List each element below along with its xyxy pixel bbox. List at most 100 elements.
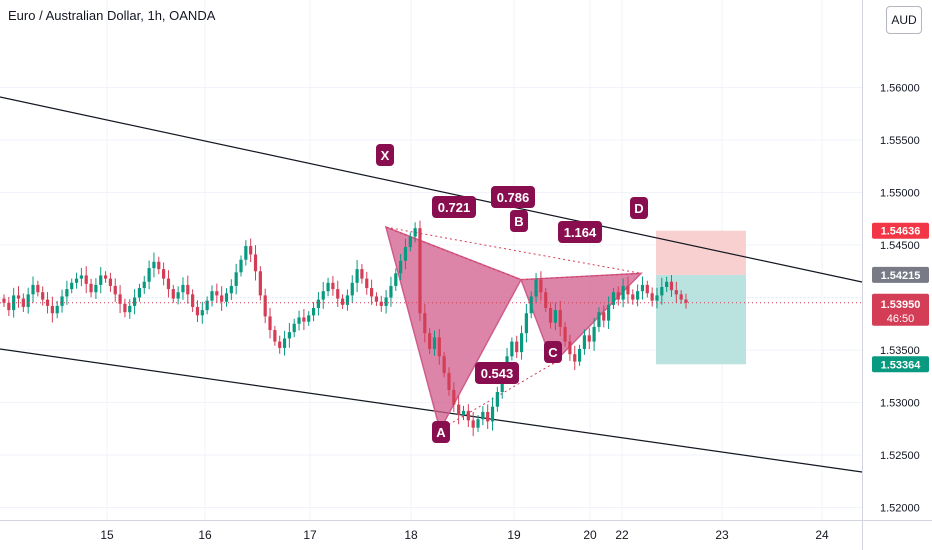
- candle: [220, 286, 224, 311]
- time-tick-label: 19: [507, 528, 521, 542]
- candle-body: [224, 293, 229, 302]
- candle: [636, 284, 640, 307]
- candle-body: [476, 419, 480, 428]
- point-b-badge-label: B: [514, 214, 523, 229]
- candle: [282, 330, 287, 356]
- candle-body: [519, 333, 524, 353]
- candle-body: [132, 297, 137, 306]
- candle: [26, 287, 30, 314]
- candle: [626, 276, 630, 304]
- candle-body: [278, 341, 282, 348]
- candle-body: [128, 305, 132, 313]
- candle: [394, 268, 398, 291]
- candle: [684, 293, 688, 309]
- candle-body: [384, 297, 388, 306]
- candle-body: [360, 269, 364, 279]
- candle: [12, 287, 16, 318]
- candle-body: [210, 291, 214, 301]
- price-tick-label: 1.53000: [880, 398, 920, 410]
- candle: [524, 304, 528, 343]
- candle: [171, 284, 175, 303]
- candle-body: [118, 294, 122, 304]
- candle-body: [215, 291, 219, 296]
- candle-body: [563, 326, 567, 342]
- candle: [679, 290, 683, 304]
- candle-body: [239, 259, 243, 273]
- candle-body: [326, 282, 330, 292]
- price-tick-label: 1.55500: [880, 135, 920, 147]
- candle: [519, 325, 524, 360]
- candle: [253, 245, 258, 281]
- point-x-badge-bg: [376, 144, 394, 166]
- candle-body: [84, 275, 88, 284]
- candle-body: [340, 298, 345, 305]
- candle-body: [548, 308, 553, 323]
- candle: [495, 386, 499, 412]
- candle-body: [495, 392, 499, 407]
- candle-body: [253, 254, 258, 272]
- candle: [278, 335, 282, 354]
- candle-body: [650, 293, 654, 301]
- candle-body: [636, 291, 640, 300]
- ratio-xb-badge-bg: [432, 196, 476, 218]
- candle: [471, 411, 475, 437]
- candle: [162, 262, 166, 286]
- candle: [195, 300, 200, 323]
- ratio-line-xd: [385, 226, 642, 274]
- candle-body: [181, 284, 185, 293]
- candle: [365, 271, 369, 295]
- candle: [55, 300, 59, 319]
- candle-body: [645, 284, 649, 294]
- candle-body: [490, 406, 495, 422]
- candle: [345, 289, 350, 311]
- candle-body: [631, 294, 635, 300]
- candle: [582, 329, 587, 355]
- candle: [597, 307, 601, 332]
- candle-body: [195, 306, 200, 316]
- candle: [21, 293, 25, 312]
- time-tick-label: 23: [715, 528, 729, 542]
- candle: [268, 308, 272, 339]
- candle: [669, 275, 674, 297]
- candles: [2, 220, 688, 437]
- candle: [297, 310, 301, 331]
- candle: [389, 276, 393, 307]
- candle: [350, 275, 354, 303]
- ratio-xd-badge-bg: [491, 186, 535, 208]
- candle-body: [123, 303, 127, 313]
- candle-body: [471, 420, 475, 428]
- candle: [229, 279, 233, 301]
- candle: [616, 286, 620, 306]
- candle-body: [515, 341, 519, 353]
- candle: [660, 277, 664, 305]
- candle: [132, 289, 137, 315]
- candle-body: [510, 341, 514, 357]
- candle-body: [539, 279, 543, 293]
- current-price-label: 1.53950 46:50: [872, 293, 929, 326]
- candle: [476, 415, 480, 432]
- candle-body: [89, 283, 93, 293]
- candle-body: [220, 295, 224, 302]
- candle-body: [524, 313, 528, 334]
- candle: [239, 255, 243, 277]
- candle: [74, 272, 79, 289]
- candle: [553, 302, 558, 331]
- currency-badge[interactable]: AUD: [886, 6, 922, 34]
- candle: [234, 263, 238, 295]
- point-a-badge: A: [432, 421, 450, 443]
- candle: [113, 278, 117, 302]
- candle-body: [626, 285, 630, 295]
- candle: [118, 285, 122, 314]
- take-profit-zone: [656, 274, 746, 365]
- candle: [611, 288, 616, 310]
- candle: [152, 252, 156, 278]
- point-c-badge-bg: [544, 341, 562, 363]
- candle: [60, 289, 64, 313]
- point-c-badge-label: C: [548, 345, 558, 360]
- candle: [490, 397, 495, 431]
- candle: [307, 311, 311, 326]
- point-d-badge-label: D: [634, 201, 643, 216]
- candle-body: [234, 272, 238, 286]
- candle-body: [558, 310, 562, 327]
